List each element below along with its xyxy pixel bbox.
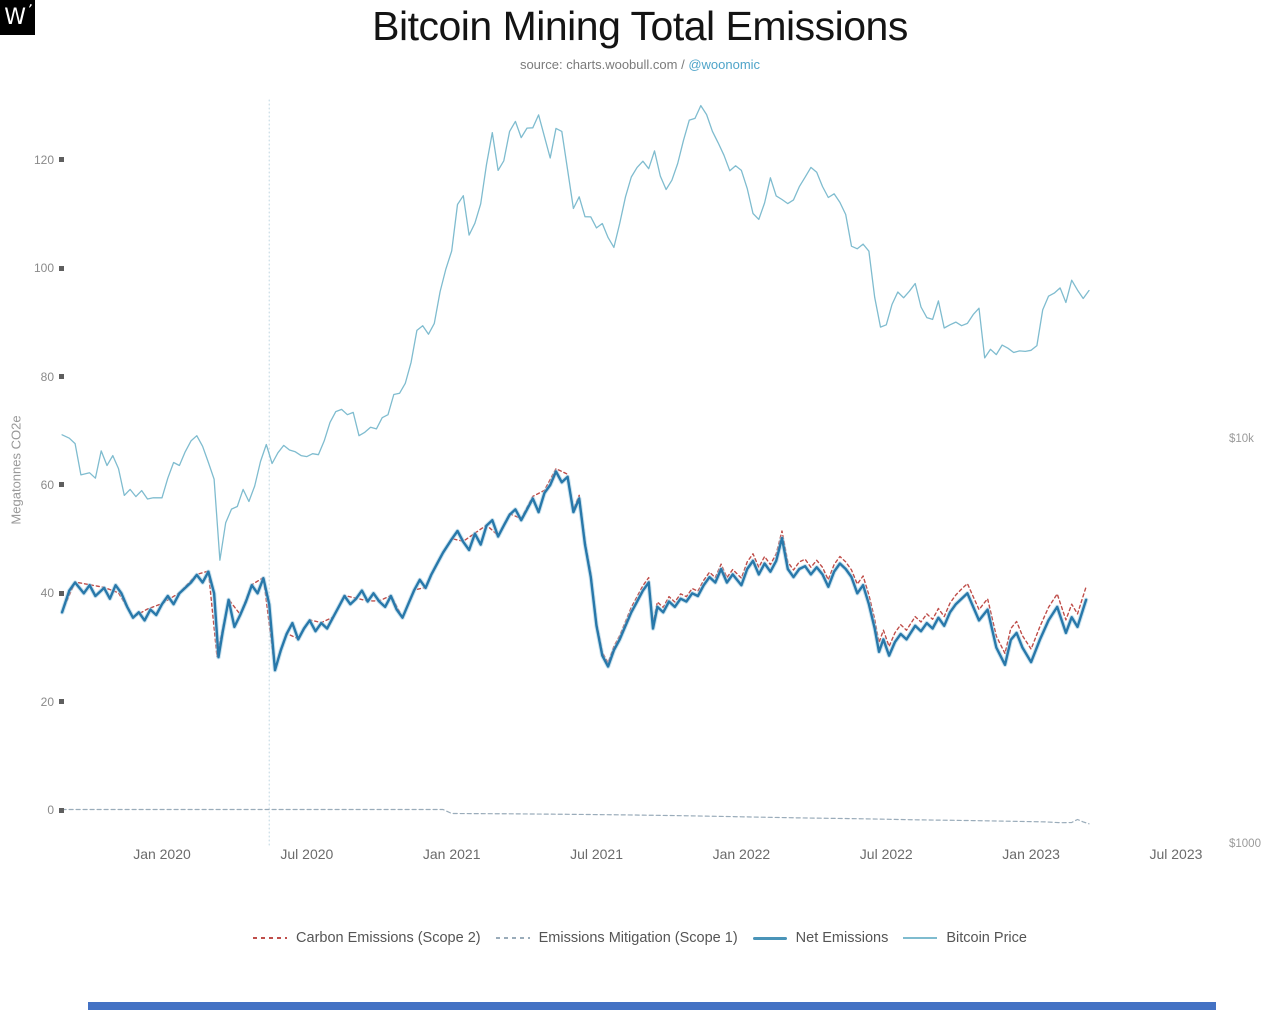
left-axis-tick-label: 40 [40, 586, 54, 601]
x-axis-tick-label: Jul 2022 [859, 846, 913, 862]
x-axis-tick-label: Jan 2021 [422, 846, 481, 862]
legend-item-price[interactable]: Bitcoin Price [903, 930, 1027, 946]
source-text: source: charts.woobull.com / [519, 57, 689, 72]
footer-bar [88, 1002, 1216, 1010]
x-axis-tick-label: Jan 2023 [1002, 846, 1060, 862]
legend-label: Carbon Emissions (Scope 2) [296, 930, 481, 946]
tick-square-marker [59, 374, 64, 380]
legend-label: Emissions Mitigation (Scope 1) [538, 930, 738, 946]
x-axis-tick-label: Jul 2020 [280, 846, 334, 862]
emissions-mitigation-scope1-line [61, 808, 1090, 825]
tick-square-marker [59, 699, 64, 705]
legend-swatch-net [752, 936, 787, 940]
bitcoin-price-line [61, 104, 1090, 561]
legend-item-net[interactable]: Net Emissions [752, 930, 889, 946]
left-axis-tick-label: 20 [40, 694, 54, 709]
right-axis-tick-label: $1000 [1229, 838, 1261, 850]
x-axis-tick-label: Jan 2022 [712, 846, 771, 862]
legend-item-scope2[interactable]: Carbon Emissions (Scope 2) [253, 930, 481, 946]
x-axis-tick-label: Jan 2020 [133, 846, 191, 862]
left-axis-tick-40: 40 [0, 585, 64, 601]
net-emissions-line [60, 470, 1088, 672]
left-axis-tick-20: 20 [0, 694, 64, 710]
left-axis-tick-label: 0 [47, 803, 54, 817]
left-axis-tick-label: 80 [40, 369, 54, 384]
x-axis-tick-label: Jul 2021 [570, 846, 624, 862]
x-axis-tick-label: Jul 2023 [1149, 846, 1203, 862]
left-axis-tick-120: 120 [0, 152, 64, 168]
left-axis-tick-100: 100 [0, 260, 64, 276]
logo-letter: W [4, 4, 26, 30]
right-axis-tick-label: $10k [1229, 433, 1254, 445]
source-author-link[interactable]: @woonomic [688, 57, 761, 72]
legend-swatch-scope2 [253, 937, 288, 939]
left-axis-tick-label: 120 [33, 152, 54, 167]
legend-label: Bitcoin Price [946, 930, 1027, 946]
page-title: Bitcoin Mining Total Emissions [372, 3, 908, 49]
legend-item-scope1[interactable]: Emissions Mitigation (Scope 1) [495, 930, 738, 946]
legend: Carbon Emissions (Scope 2) Emissions Miti… [0, 927, 1280, 949]
legend-swatch-scope1 [495, 937, 530, 939]
legend-label: Net Emissions [795, 930, 889, 946]
left-axis-tick-80: 80 [0, 369, 64, 385]
tick-square-marker [59, 157, 64, 163]
legend-swatch-price [903, 937, 938, 939]
woobull-logo[interactable]: W’ [0, 0, 35, 35]
tick-square-marker [59, 590, 64, 596]
left-axis-tick-label: 100 [33, 261, 54, 276]
left-axis-tick-label: 60 [40, 477, 54, 492]
tick-square-marker [59, 482, 64, 488]
chart-source-line: source: charts.woobull.com / @woonomic [0, 57, 1280, 72]
left-axis-tick-60: 60 [0, 477, 64, 493]
tick-square-marker [59, 265, 64, 271]
left-axis-tick-0: 0 [0, 802, 64, 818]
tick-square-marker [59, 807, 64, 813]
